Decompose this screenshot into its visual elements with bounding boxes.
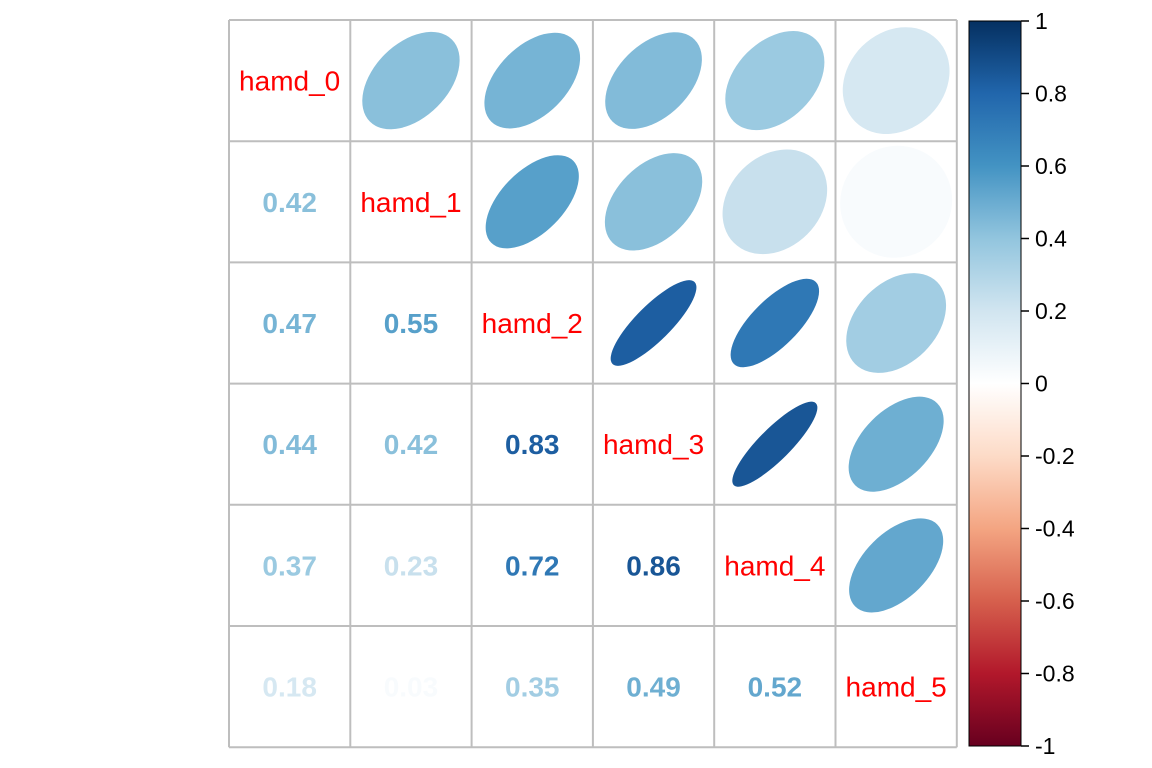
coefficient-label-hamd_5-hamd_0: 0.18 (262, 672, 317, 703)
coefficient-label-hamd_5-hamd_4: 0.52 (748, 672, 803, 703)
coefficient-label-hamd_5-hamd_1: 0.03 (384, 672, 439, 703)
colorbar-tick-label: -0.8 (1035, 661, 1075, 687)
coefficient-label-hamd_2-hamd_1: 0.55 (384, 308, 439, 339)
matrix-cells: hamd_0 0.42 hamd_1 0.47 0.55 hamd_2 0.44 0.42 0.… (239, 27, 953, 703)
correlation-ellipse-hamd_0-hamd_4 (725, 31, 825, 131)
variable-label-hamd_4: hamd_4 (724, 550, 825, 581)
correlation-ellipse-hamd_1-hamd_5 (840, 145, 953, 258)
coefficient-label-hamd_2-hamd_0: 0.47 (262, 308, 317, 339)
variable-label-hamd_3: hamd_3 (603, 429, 704, 460)
variable-label-hamd_1: hamd_1 (360, 187, 461, 218)
colorbar-tick-label: 1 (1035, 8, 1048, 34)
coefficient-label-hamd_1-hamd_0: 0.42 (262, 187, 317, 218)
correlation-ellipse-hamd_3-hamd_5 (848, 396, 944, 492)
variable-label-hamd_5: hamd_5 (846, 672, 947, 703)
coefficient-label-hamd_4-hamd_2: 0.72 (505, 550, 560, 581)
coefficient-label-hamd_4-hamd_1: 0.23 (384, 550, 439, 581)
correlation-ellipse-hamd_1-hamd_3 (604, 153, 703, 251)
coefficient-label-hamd_4-hamd_3: 0.86 (626, 550, 681, 581)
correlation-ellipse-hamd_2-hamd_5 (846, 273, 947, 373)
colorbar-tick-label: 0.4 (1035, 226, 1067, 252)
colorbar-tick-label: 0 (1035, 371, 1048, 397)
variable-label-hamd_0: hamd_0 (239, 66, 340, 97)
correlation-ellipse-hamd_0-hamd_2 (484, 32, 581, 129)
colorbar: 1 0.8 0.6 0.4 0.2 0 -0.2 -0.4 -0.6 -0.8 -1 (968, 8, 1075, 759)
coefficient-label-hamd_5-hamd_2: 0.35 (505, 672, 560, 703)
coefficient-label-hamd_3-hamd_2: 0.83 (505, 429, 560, 460)
colorbar-tick-label: 0.2 (1035, 298, 1067, 324)
correlation-ellipse-hamd_1-hamd_4 (722, 149, 828, 255)
matrix-grid (228, 19, 958, 749)
variable-label-hamd_2: hamd_2 (482, 308, 583, 339)
coefficient-label-hamd_5-hamd_3: 0.49 (626, 672, 681, 703)
colorbar-tick-label: 0.8 (1035, 81, 1067, 107)
correlation-ellipse-hamd_0-hamd_5 (842, 27, 950, 134)
colorbar-tick-label: -0.2 (1035, 443, 1075, 469)
correlation-ellipse-hamd_0-hamd_3 (605, 32, 702, 129)
correlation-ellipse-hamd_1-hamd_2 (485, 155, 579, 249)
colorbar-gradient (968, 20, 1022, 747)
colorbar-tick-label: -0.4 (1035, 516, 1075, 542)
coefficient-label-hamd_4-hamd_0: 0.37 (262, 550, 317, 581)
correlation-ellipse-hamd_0-hamd_1 (362, 31, 460, 130)
correlation-ellipse-hamd_2-hamd_3 (610, 280, 697, 366)
colorbar-tick-label: -0.6 (1035, 588, 1075, 614)
coefficient-label-hamd_3-hamd_1: 0.42 (384, 429, 439, 460)
colorbar-tick-label: 0.6 (1035, 153, 1067, 179)
correlation-ellipse-hamd_4-hamd_5 (849, 518, 944, 613)
colorbar-tick-label: -1 (1035, 733, 1055, 759)
coefficient-label-hamd_3-hamd_0: 0.44 (262, 429, 317, 460)
correlation-ellipse-hamd_2-hamd_4 (730, 278, 820, 368)
correlation-ellipse-hamd_3-hamd_4 (732, 401, 818, 487)
